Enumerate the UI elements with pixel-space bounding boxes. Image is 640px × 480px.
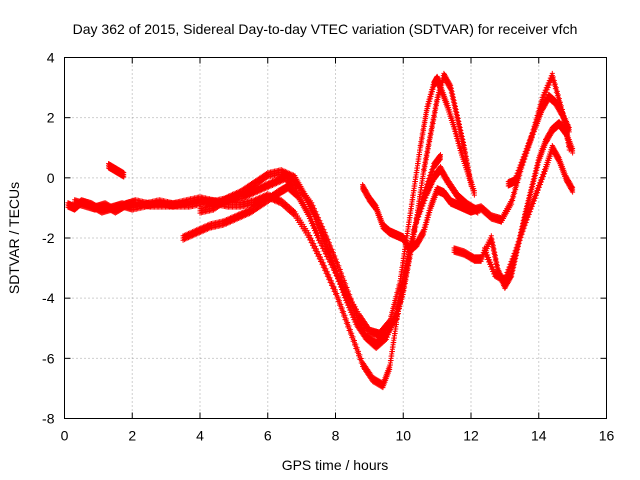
data-point — [392, 330, 398, 336]
data-point — [393, 326, 399, 332]
x-tick-label: 12 — [463, 428, 479, 444]
data-point — [387, 367, 393, 373]
data-point — [389, 353, 395, 359]
data-point — [390, 344, 396, 350]
grid-lines — [64, 57, 607, 419]
y-tick-label: 2 — [47, 110, 55, 126]
y-tick-label: 0 — [47, 170, 55, 186]
y-tick-label: -2 — [42, 230, 55, 246]
tick-labels: 0 2 4 6 8 10 12 14 16 -8 -6 -4 -2 0 2 4 — [42, 50, 614, 444]
chart-title: Day 362 of 2015, Sidereal Day-to-day VTE… — [73, 21, 578, 37]
data-point — [391, 335, 397, 341]
y-tick-label: 4 — [47, 50, 55, 66]
y-tick-label: -8 — [42, 411, 55, 427]
x-tick-label: 14 — [531, 428, 547, 444]
data-marks — [65, 70, 576, 391]
x-tick-label: 16 — [599, 428, 615, 444]
data-point — [389, 349, 395, 355]
x-tick-label: 4 — [196, 428, 204, 444]
y-tick-label: -4 — [42, 290, 55, 306]
x-tick-label: 0 — [61, 428, 69, 444]
data-point — [388, 358, 394, 364]
y-tick-label: -6 — [42, 350, 55, 366]
x-tick-label: 6 — [264, 428, 272, 444]
x-tick-label: 8 — [332, 428, 340, 444]
x-tick-label: 2 — [128, 428, 136, 444]
data-point — [391, 339, 397, 345]
x-tick-label: 10 — [395, 428, 411, 444]
data-point — [387, 362, 393, 368]
